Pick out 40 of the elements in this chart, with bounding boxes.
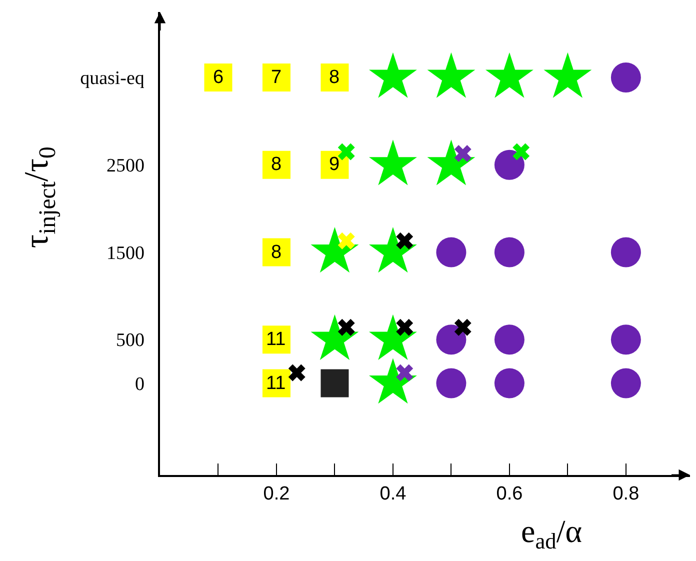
point — [610, 62, 641, 93]
x-tick-label: 0.4 — [380, 484, 407, 505]
annotation: 11 — [266, 329, 286, 350]
point — [338, 318, 355, 336]
annotation: 8 — [271, 242, 282, 263]
x-tick-label: 0.2 — [263, 484, 290, 505]
y-tick-label: quasi-eq — [80, 68, 145, 90]
y-tick-label: 2500 — [106, 156, 144, 177]
annotation: 9 — [329, 154, 340, 175]
y-tick-label: 1500 — [106, 242, 144, 264]
annotation: 6 — [213, 67, 224, 88]
point — [338, 232, 355, 250]
point — [494, 150, 524, 180]
x-tick-label: 0.8 — [612, 484, 640, 505]
point — [610, 237, 641, 268]
point — [396, 318, 414, 336]
point — [454, 318, 472, 336]
point — [610, 368, 641, 398]
point — [494, 368, 524, 398]
point — [338, 143, 355, 160]
point — [436, 324, 466, 355]
point — [494, 237, 524, 268]
point — [494, 324, 524, 355]
point — [288, 364, 306, 382]
point — [396, 364, 414, 382]
y-tick-label: 0 — [134, 374, 144, 395]
annotation: 7 — [271, 67, 282, 88]
point — [436, 237, 466, 268]
y-tick-label: 500 — [116, 330, 144, 352]
point — [512, 143, 530, 160]
annotation: 8 — [329, 67, 340, 88]
x-tick-label: 0.6 — [496, 484, 523, 505]
x-axis-title: e$_{ad}$/α — [521, 513, 582, 554]
point — [436, 368, 466, 398]
point — [396, 232, 414, 250]
point — [610, 324, 641, 355]
annotation: 8 — [271, 154, 282, 175]
point — [320, 369, 349, 398]
annotation: 11 — [266, 373, 286, 394]
point — [454, 145, 472, 162]
